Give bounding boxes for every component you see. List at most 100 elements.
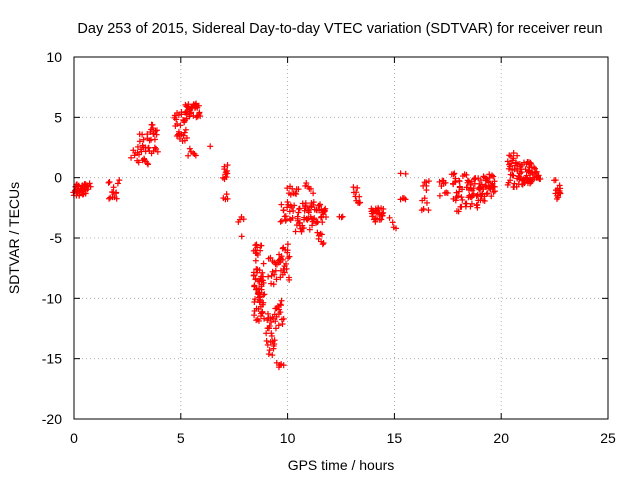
data-point — [474, 201, 481, 208]
data-point — [527, 160, 534, 167]
data-point — [392, 225, 399, 232]
data-point — [555, 194, 562, 201]
data-point — [514, 152, 521, 159]
x-tick-label: 10 — [280, 430, 296, 446]
data-point — [291, 202, 298, 209]
data-point — [452, 175, 459, 182]
data-point — [270, 345, 277, 352]
data-point — [266, 347, 273, 354]
data-point — [151, 144, 158, 151]
data-point — [263, 330, 270, 337]
x-tick-label: 15 — [387, 430, 403, 446]
data-point — [401, 195, 408, 202]
x-axis-label: GPS time / hours — [288, 457, 395, 473]
y-tick-label: -20 — [42, 411, 62, 427]
data-point — [254, 244, 261, 251]
data-point — [113, 195, 120, 202]
data-point — [180, 132, 187, 139]
data-point — [257, 247, 264, 254]
data-point — [263, 337, 270, 344]
data-point — [442, 179, 449, 186]
data-point — [268, 272, 275, 279]
data-point — [152, 127, 159, 134]
data-point — [290, 207, 297, 214]
data-point — [319, 241, 326, 248]
data-point — [197, 113, 204, 120]
data-point — [310, 190, 317, 197]
data-point — [425, 207, 432, 214]
data-point — [286, 253, 293, 260]
data-point — [238, 233, 245, 240]
data-point — [113, 189, 120, 196]
data-point — [259, 309, 266, 316]
data-point — [106, 195, 113, 202]
data-point — [277, 302, 284, 309]
data-point — [421, 195, 428, 202]
data-point — [240, 216, 247, 223]
data-point — [300, 225, 307, 232]
data-point — [139, 131, 146, 138]
data-point — [272, 325, 279, 332]
data-point — [223, 174, 230, 181]
data-point — [464, 177, 471, 184]
data-point — [318, 231, 325, 238]
data-point — [444, 190, 451, 197]
data-point — [507, 177, 514, 184]
data-point — [491, 178, 498, 185]
data-point — [533, 168, 540, 175]
y-tick-label: -15 — [42, 351, 62, 367]
data-point — [523, 172, 530, 179]
data-point — [195, 102, 202, 109]
data-point — [273, 276, 280, 283]
data-point — [303, 180, 310, 187]
data-point — [357, 199, 364, 206]
data-point — [306, 226, 313, 233]
data-point — [338, 214, 345, 221]
data-point — [145, 144, 152, 151]
data-point — [470, 185, 477, 192]
data-point — [302, 202, 309, 209]
data-point — [185, 152, 192, 159]
data-point — [339, 213, 346, 220]
data-point — [259, 269, 266, 276]
data-point — [463, 200, 470, 207]
data-point — [278, 253, 285, 260]
data-point — [508, 160, 515, 167]
data-point — [316, 202, 323, 209]
data-point — [260, 279, 267, 286]
data-point — [459, 196, 466, 203]
data-point — [518, 169, 525, 176]
data-point — [275, 322, 282, 329]
data-point — [289, 214, 296, 221]
data-point — [280, 362, 287, 369]
data-point — [253, 241, 260, 248]
x-tick-label: 0 — [70, 430, 78, 446]
data-point — [423, 187, 430, 194]
data-point — [552, 177, 559, 184]
data-point — [284, 198, 291, 205]
data-point — [284, 247, 291, 254]
data-point — [436, 178, 443, 185]
data-point — [420, 205, 427, 212]
data-point — [455, 192, 462, 199]
data-point — [379, 212, 386, 219]
data-point — [321, 207, 328, 214]
data-point — [261, 291, 268, 298]
data-point — [252, 296, 259, 303]
data-point — [271, 337, 278, 344]
data-point — [260, 291, 267, 298]
data-point — [510, 172, 517, 179]
data-point — [154, 148, 161, 155]
data-point — [305, 209, 312, 216]
data-point — [269, 352, 276, 359]
data-point — [458, 194, 465, 201]
data-point — [255, 317, 262, 324]
y-axis-label: SDTVAR / TECUs — [6, 182, 22, 294]
data-point — [136, 138, 143, 145]
data-point — [173, 116, 180, 123]
data-point — [183, 134, 190, 141]
data-point — [450, 171, 457, 178]
data-point — [145, 161, 152, 168]
data-point — [481, 197, 488, 204]
data-point — [192, 152, 199, 159]
